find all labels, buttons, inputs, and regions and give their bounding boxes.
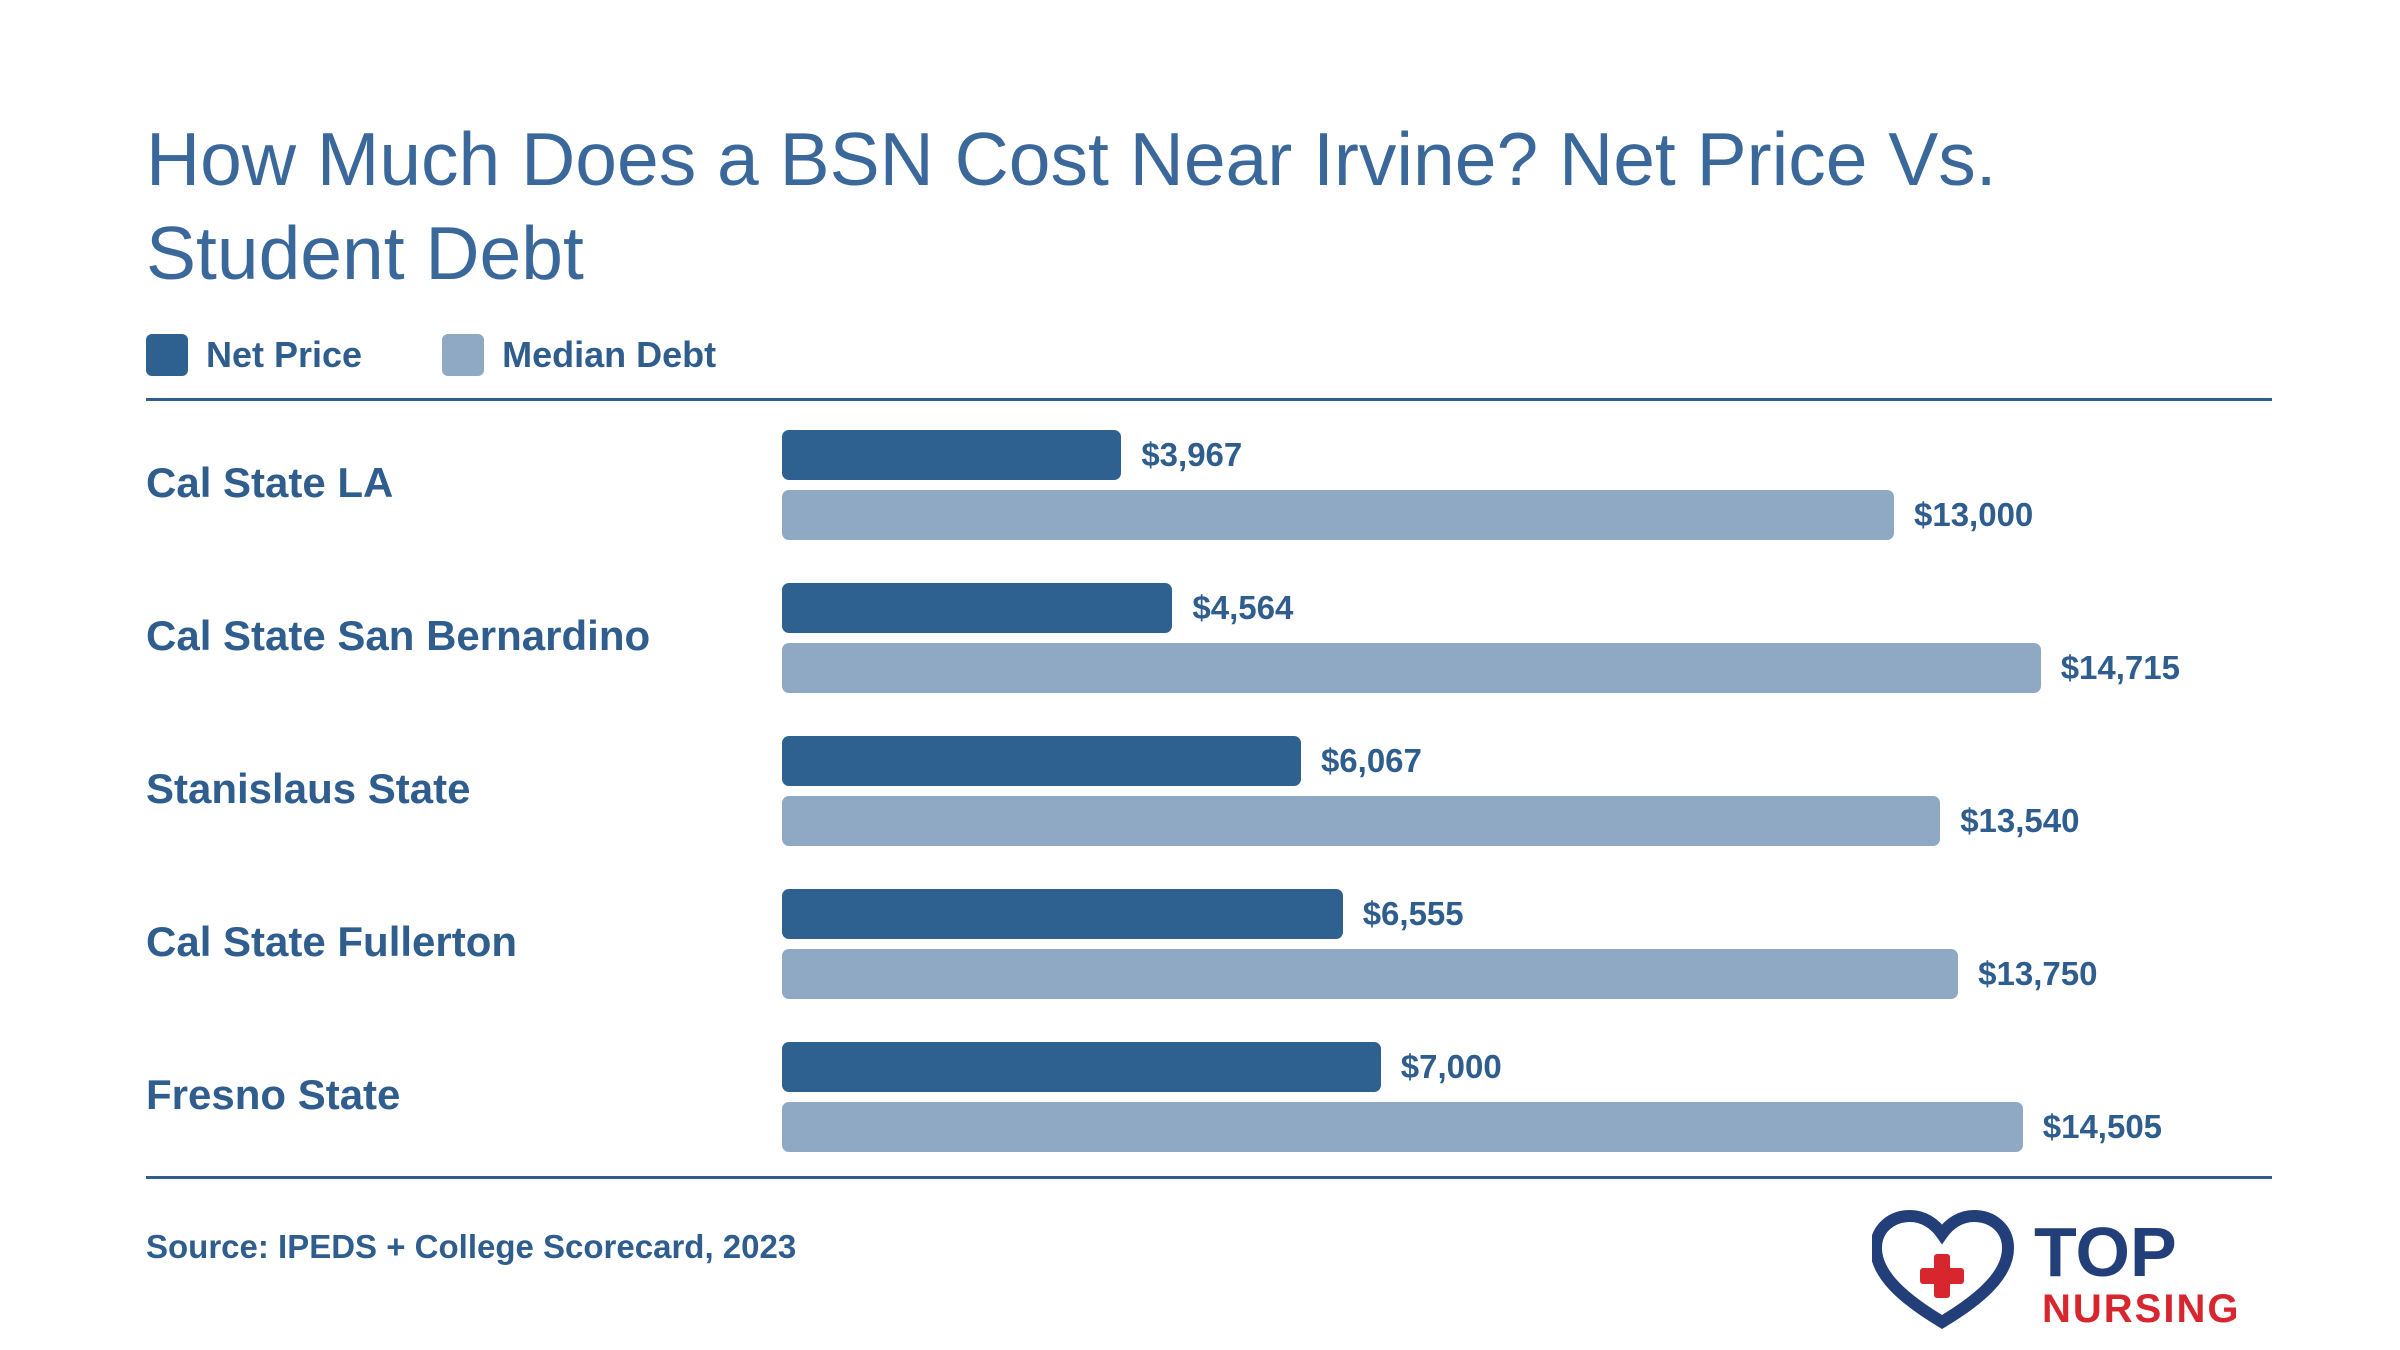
legend-item-net-price: Net Price (146, 334, 362, 376)
bar-net-price-cal-state-la (782, 430, 1122, 480)
legend: Net Price Median Debt (146, 334, 796, 376)
bar-net-price-cal-state-fullerton (782, 889, 1343, 939)
bottom-divider (146, 1176, 2272, 1179)
value-label-net-price-cal-state-fullerton: $6,555 (1362, 895, 1464, 932)
value-label-net-price-cal-state-la: $3,967 (1141, 436, 1243, 473)
category-label-cal-state-fullerton: Cal State Fullerton (146, 918, 518, 965)
chart-title: How Much Does a BSN Cost Near Irvine? Ne… (146, 117, 1997, 295)
category-label-cal-state-la: Cal State LA (146, 459, 394, 506)
source-note: Source: IPEDS + College Scorecard, 2023 (146, 1228, 797, 1265)
heart-cross-icon (1872, 1210, 2015, 1329)
category-label-stanislaus-state: Stanislaus State (146, 765, 471, 812)
legend-swatch-net-price (146, 334, 188, 376)
top-nursing-logo: TOP NURSING (1872, 1210, 2240, 1330)
value-label-median-debt-cal-state-la: $13,000 (1914, 496, 2034, 533)
bar-net-price-cal-state-san-bernardino (782, 583, 1173, 633)
bar-median-debt-cal-state-san-bernardino (782, 643, 2041, 693)
logo-word-top: TOP (2034, 1213, 2177, 1291)
bar-median-debt-cal-state-fullerton (782, 949, 1959, 999)
value-label-net-price-cal-state-san-bernardino: $4,564 (1192, 589, 1294, 626)
category-label-fresno-state: Fresno State (146, 1071, 401, 1118)
value-label-median-debt-cal-state-san-bernardino: $14,715 (2060, 649, 2180, 686)
top-divider (146, 398, 2272, 401)
logo-word-nursing: NURSING (2042, 1287, 2240, 1330)
bar-median-debt-fresno-state (782, 1102, 2023, 1152)
value-label-median-debt-stanislaus-state: $13,540 (1960, 802, 2080, 839)
bar-median-debt-stanislaus-state (782, 796, 1941, 846)
legend-label-net-price: Net Price (206, 334, 363, 375)
category-label-cal-state-san-bernardino: Cal State San Bernardino (146, 612, 651, 659)
bar-median-debt-cal-state-la (782, 490, 1894, 540)
value-label-net-price-fresno-state: $7,000 (1400, 1048, 1502, 1085)
bar-net-price-stanislaus-state (782, 736, 1301, 786)
legend-label-median-debt: Median Debt (502, 334, 717, 375)
bar-net-price-fresno-state (782, 1042, 1381, 1092)
value-label-median-debt-fresno-state: $14,505 (2042, 1108, 2163, 1145)
legend-swatch-median-debt (442, 334, 485, 376)
legend-item-median-debt: Median Debt (442, 334, 716, 376)
value-label-net-price-stanislaus-state: $6,067 (1320, 742, 1422, 779)
value-label-median-debt-cal-state-fullerton: $13,750 (1978, 955, 2098, 992)
